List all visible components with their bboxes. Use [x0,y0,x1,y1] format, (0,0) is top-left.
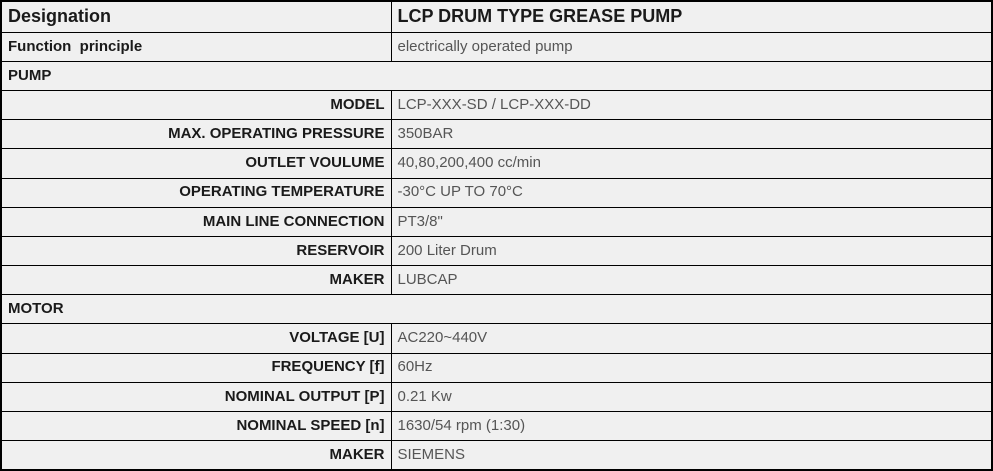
function-principle-label: Function principle [0,31,392,62]
table-row: MAIN LINE CONNECTION PT3/8" [0,206,993,237]
function-principle-row: Function principle electrically operated… [0,31,993,62]
table-row: FREQUENCY [f] 60Hz [0,352,993,383]
section-title-pump: PUMP [0,60,993,92]
table-row: VOLTAGE [U] AC220~440V [0,323,993,354]
row-label: NOMINAL SPEED [n] [0,410,392,442]
table-row: RESERVOIR 200 Liter Drum [0,235,993,267]
row-label: NOMINAL OUTPUT [P] [0,381,392,412]
header-row: Designation LCP DRUM TYPE GREASE PUMP [0,0,993,33]
function-principle-value: electrically operated pump [390,31,993,62]
row-value: SIEMENS [390,440,993,471]
row-value: 0.21 Kw [390,381,993,412]
table-row: MODEL LCP-XXX-SD / LCP-XXX-DD [0,90,993,121]
row-label: MAX. OPERATING PRESSURE [0,119,392,150]
row-label: OPERATING TEMPERATURE [0,177,392,208]
row-label: FREQUENCY [f] [0,352,392,383]
row-value: 40,80,200,400 cc/min [390,148,993,179]
row-value: LUBCAP [390,265,993,296]
table-row: OPERATING TEMPERATURE -30°C UP TO 70°C [0,177,993,208]
row-value: 200 Liter Drum [390,235,993,267]
table-row: NOMINAL OUTPUT [P] 0.21 Kw [0,381,993,412]
row-value: 60Hz [390,352,993,383]
row-label: VOLTAGE [U] [0,323,392,354]
section-row-motor: MOTOR [0,294,993,325]
row-value: LCP-XXX-SD / LCP-XXX-DD [390,90,993,121]
row-label: MODEL [0,90,392,121]
table-row: MAX. OPERATING PRESSURE 350BAR [0,119,993,150]
section-title-motor: MOTOR [0,294,993,325]
section-row-pump: PUMP [0,60,993,92]
table-row: MAKER LUBCAP [0,265,993,296]
row-label: MAKER [0,265,392,296]
table-row: MAKER SIEMENS [0,440,993,471]
row-value: -30°C UP TO 70°C [390,177,993,208]
row-value: 350BAR [390,119,993,150]
table-row: NOMINAL SPEED [n] 1630/54 rpm (1:30) [0,410,993,442]
row-label: MAKER [0,440,392,471]
row-label: RESERVOIR [0,235,392,267]
row-value: 1630/54 rpm (1:30) [390,410,993,442]
row-value: AC220~440V [390,323,993,354]
designation-value: LCP DRUM TYPE GREASE PUMP [390,0,993,33]
row-label: MAIN LINE CONNECTION [0,206,392,237]
row-value: PT3/8" [390,206,993,237]
table-row: OUTLET VOULUME 40,80,200,400 cc/min [0,148,993,179]
row-label: OUTLET VOULUME [0,148,392,179]
designation-label: Designation [0,0,392,33]
